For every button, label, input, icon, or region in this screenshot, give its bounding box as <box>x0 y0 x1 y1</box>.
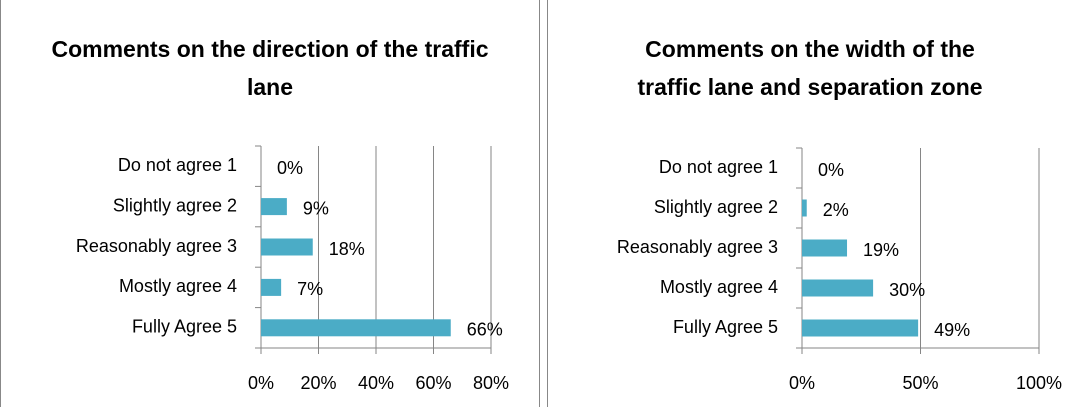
x-tick-label: 80% <box>473 373 509 393</box>
data-label: 9% <box>303 198 329 218</box>
panel-border <box>547 0 1075 407</box>
x-tick-label: 0% <box>248 373 274 393</box>
panel-border <box>0 0 540 407</box>
x-tick-label: 100% <box>1016 373 1062 393</box>
bar <box>261 278 282 296</box>
data-label: 19% <box>863 240 899 260</box>
x-tick-label: 20% <box>300 373 336 393</box>
category-label: Reasonably agree 3 <box>76 236 237 256</box>
data-label: 30% <box>889 280 925 300</box>
x-tick-label: 0% <box>789 373 815 393</box>
chart-title: Comments on the direction of the traffic… <box>51 36 489 100</box>
data-label: 18% <box>329 239 365 259</box>
category-label: Slightly agree 2 <box>654 197 778 217</box>
category-label: Mostly agree 4 <box>119 276 237 296</box>
bar <box>802 239 848 257</box>
bar <box>261 198 287 216</box>
category-label: Mostly agree 4 <box>660 277 778 297</box>
x-tick-label: 40% <box>358 373 394 393</box>
data-label: 2% <box>823 200 849 220</box>
x-tick-label: 60% <box>415 373 451 393</box>
data-label: 0% <box>277 158 303 178</box>
data-label: 7% <box>297 279 323 299</box>
data-label: 66% <box>467 320 503 340</box>
category-label: Do not agree 1 <box>659 157 778 177</box>
category-label: Slightly agree 2 <box>113 195 237 215</box>
category-label: Reasonably agree 3 <box>617 237 778 257</box>
bar <box>261 238 313 256</box>
bar <box>261 319 451 337</box>
category-label: Do not agree 1 <box>118 155 237 175</box>
category-label: Fully Agree 5 <box>673 317 778 337</box>
category-label: Fully Agree 5 <box>132 317 237 337</box>
x-tick-label: 50% <box>902 373 938 393</box>
data-label: 49% <box>934 320 970 340</box>
bar <box>802 199 807 217</box>
data-label: 0% <box>818 160 844 180</box>
chart-title: Comments on the width of the traffic lan… <box>637 36 983 100</box>
bar <box>802 279 874 297</box>
bar <box>802 319 919 337</box>
